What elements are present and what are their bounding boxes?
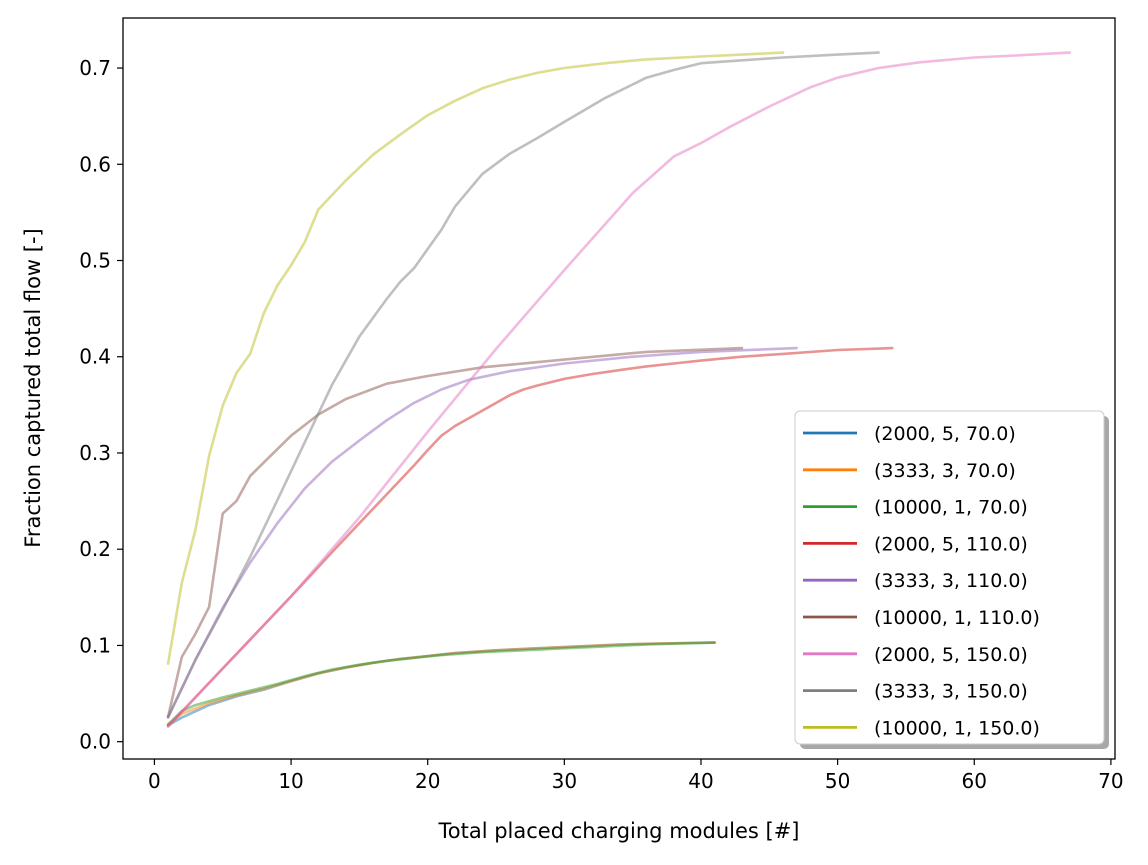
y-tick-label: 0.4 xyxy=(79,345,111,369)
x-axis: 0 10 20 30 40 50 60 70 xyxy=(148,759,1124,793)
x-axis-label: Total placed charging modules [#] xyxy=(438,819,800,843)
y-axis-label: Fraction captured total flow [-] xyxy=(21,228,45,547)
series-line xyxy=(166,51,785,666)
legend-label: (10000, 1, 70.0) xyxy=(874,497,1028,519)
legend-label: (3333, 3, 70.0) xyxy=(874,460,1016,482)
series-line xyxy=(166,51,1072,728)
y-tick-label: 0.7 xyxy=(79,56,111,80)
series-line xyxy=(166,346,744,719)
y-tick-label: 0.0 xyxy=(79,730,111,754)
legend: (2000, 5, 70.0) (3333, 3, 70.0) (10000, 1,… xyxy=(794,410,1109,749)
x-tick-label: 70 xyxy=(1098,769,1123,793)
y-tick-label: 0.1 xyxy=(79,633,111,657)
legend-label: (2000, 5, 110.0) xyxy=(874,533,1028,555)
x-tick-label: 30 xyxy=(552,769,577,793)
x-tick-label: 20 xyxy=(415,769,440,793)
y-axis: 0.0 0.1 0.2 0.3 0.4 0.5 0.6 0.7 xyxy=(79,56,123,754)
legend-label: (2000, 5, 150.0) xyxy=(874,644,1028,666)
plot-area xyxy=(122,17,1116,760)
legend-label: (10000, 1, 150.0) xyxy=(874,717,1040,739)
y-tick-label: 0.2 xyxy=(79,537,111,561)
legend-frame xyxy=(794,410,1105,745)
legend-label: (3333, 3, 110.0) xyxy=(874,570,1028,592)
series-line xyxy=(166,641,716,726)
legend-entries: (2000, 5, 70.0) (3333, 3, 70.0) (10000, 1,… xyxy=(803,423,1040,739)
x-tick-label: 0 xyxy=(148,769,161,793)
series-group xyxy=(166,51,1072,728)
legend-label: (10000, 1, 110.0) xyxy=(874,607,1040,629)
y-tick-label: 0.6 xyxy=(79,152,111,176)
y-tick-label: 0.3 xyxy=(79,441,111,465)
x-tick-label: 50 xyxy=(825,769,850,793)
legend-label: (3333, 3, 150.0) xyxy=(874,681,1028,703)
y-tick-label: 0.5 xyxy=(79,249,111,273)
x-tick-label: 40 xyxy=(688,769,713,793)
series-line xyxy=(166,51,880,719)
series-line xyxy=(166,346,798,719)
x-tick-label: 60 xyxy=(962,769,987,793)
x-tick-label: 10 xyxy=(278,769,303,793)
legend-label: (2000, 5, 70.0) xyxy=(874,423,1016,445)
